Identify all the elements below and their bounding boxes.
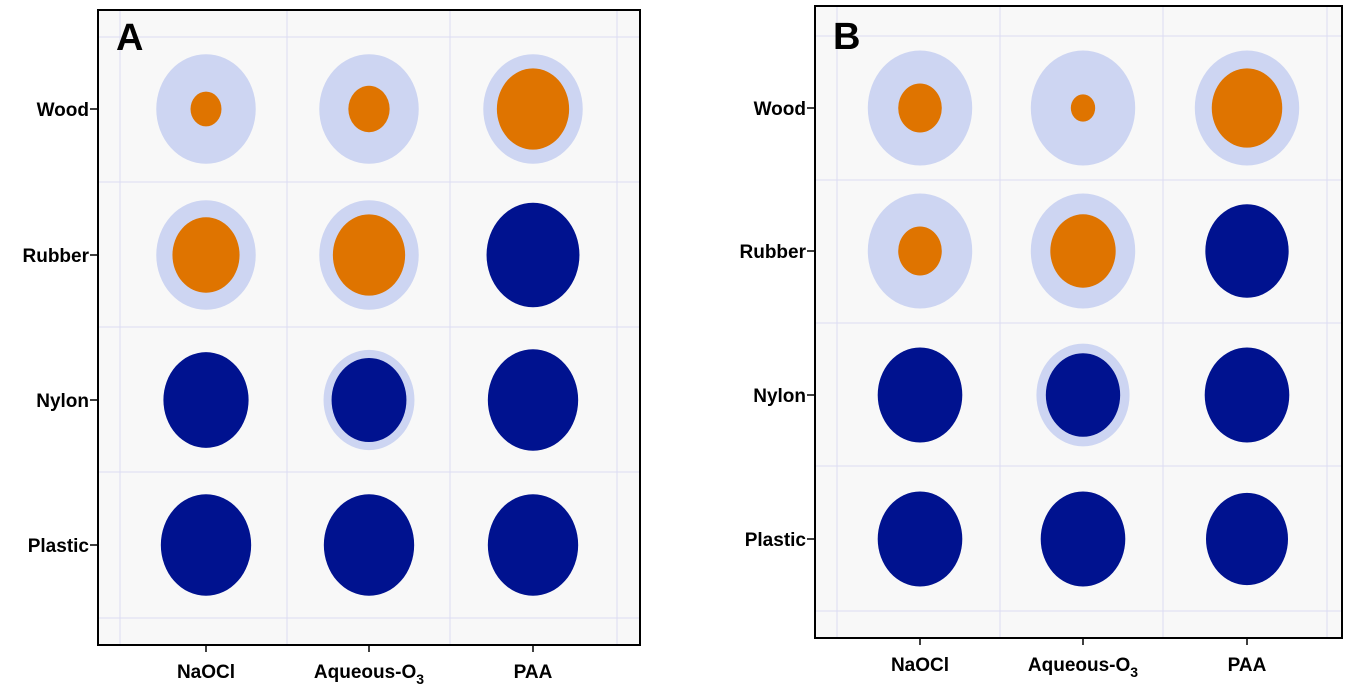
panel-label: B <box>833 16 860 58</box>
x-tick-label-paa: PAA <box>514 662 553 683</box>
bubble-inner-plastic-aqueous-o3 <box>1040 491 1126 587</box>
bubble-inner-wood-aqueous-o3 <box>348 85 390 133</box>
x-tick-label-paa: PAA <box>1228 655 1267 676</box>
x-tick-label-naocl: NaOCl <box>891 655 949 676</box>
panel-label: A <box>116 17 143 59</box>
gridlines <box>815 6 1342 638</box>
plot-frame <box>814 5 1343 639</box>
bubble-inner-wood-paa <box>496 68 570 150</box>
bubble-inner-nylon-naocl <box>163 352 249 448</box>
bubble-inner-nylon-paa <box>1204 347 1290 443</box>
bubble-inner-rubber-aqueous-o3 <box>332 214 406 296</box>
bubble-inner-rubber-paa <box>1205 204 1289 298</box>
bubble-marks <box>867 50 1300 587</box>
x-axis-labels: NaOCl Aqueous-O3 PAA <box>891 638 1267 680</box>
bubble-inner-nylon-naocl <box>877 347 963 443</box>
bubble-inner-nylon-aqueous-o3 <box>1045 353 1121 437</box>
y-tick-label-nylon: Nylon <box>36 391 89 412</box>
y-tick-label-rubber: Rubber <box>23 246 90 267</box>
bubble-inner-nylon-aqueous-o3 <box>331 357 407 443</box>
y-tick-label-rubber: Rubber <box>740 242 807 263</box>
y-tick-label-wood: Wood <box>754 99 806 120</box>
y-tick-label-wood: Wood <box>37 100 89 121</box>
bubble-inner-plastic-paa <box>1205 492 1289 586</box>
bubble-marks <box>156 54 583 596</box>
y-axis-labels: Wood Rubber Nylon Plastic <box>740 99 815 551</box>
bubble-inner-rubber-naocl <box>172 217 240 293</box>
bubble-inner-wood-aqueous-o3 <box>1070 94 1096 122</box>
bubble-inner-wood-naocl <box>898 83 942 133</box>
y-tick-label-plastic: Plastic <box>28 536 90 557</box>
bubble-inner-nylon-paa <box>487 349 579 451</box>
bubble-inner-rubber-naocl <box>898 226 942 276</box>
x-tick-label-aqueous-o3: Aqueous-O3 <box>314 662 424 687</box>
bubble-inner-plastic-naocl <box>877 491 963 587</box>
x-tick-label-naocl: NaOCl <box>177 662 235 683</box>
bubble-inner-plastic-naocl <box>160 494 252 596</box>
panel-a: Wood Rubber Nylon Plastic NaOCl Aqueous-O3 PA… <box>23 9 641 687</box>
panel-b: Wood Rubber Nylon Plastic NaOCl Aqueous-O3 PA… <box>740 5 1343 680</box>
x-axis-labels: NaOCl Aqueous-O3 PAA <box>177 645 553 687</box>
bubble-inner-rubber-aqueous-o3 <box>1050 214 1116 288</box>
gridlines <box>98 10 640 645</box>
bubble-inner-plastic-aqueous-o3 <box>323 494 415 596</box>
y-tick-label-nylon: Nylon <box>753 386 806 407</box>
y-axis-labels: Wood Rubber Nylon Plastic <box>23 100 98 557</box>
bubble-inner-wood-naocl <box>190 91 222 127</box>
y-tick-label-plastic: Plastic <box>745 530 807 551</box>
x-tick-label-aqueous-o3: Aqueous-O3 <box>1028 655 1138 680</box>
bubble-inner-rubber-paa <box>486 202 580 308</box>
bubble-inner-wood-paa <box>1211 68 1283 148</box>
bubble-inner-plastic-paa <box>487 494 579 596</box>
